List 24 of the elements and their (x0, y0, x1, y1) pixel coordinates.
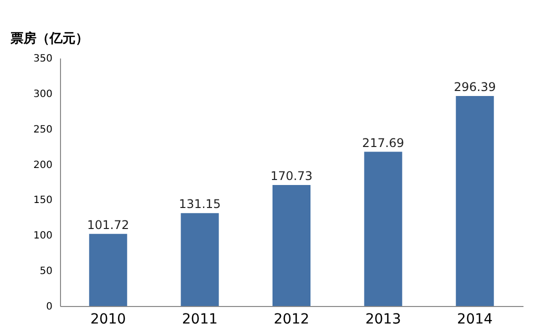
data-label: 217.69 (362, 136, 404, 150)
y-axis-title: 票房（亿元） (10, 30, 88, 46)
data-label: 131.15 (178, 197, 221, 212)
y-tick-label: 100 (33, 230, 52, 242)
y-tick-label: 150 (33, 195, 52, 206)
y-tick-label: 50 (40, 266, 52, 278)
x-tick-label: 2010 (90, 312, 126, 328)
bar (89, 234, 128, 306)
bar (456, 96, 494, 306)
data-label: 170.73 (270, 169, 312, 184)
y-tick-label: 0 (46, 302, 52, 312)
bar (180, 213, 219, 306)
y-tick-label: 200 (33, 160, 52, 171)
bar (272, 185, 310, 306)
x-tick-label: 2014 (457, 312, 493, 328)
bar (364, 152, 402, 306)
x-tick-label: 2012 (274, 312, 310, 328)
x-tick-label: 2013 (365, 312, 402, 328)
y-tick-label: 300 (33, 88, 52, 100)
y-tick-label: 350 (33, 54, 52, 64)
y-tick-label: 250 (33, 124, 52, 136)
data-label: 101.72 (87, 218, 130, 232)
x-tick-label: 2011 (182, 312, 218, 328)
data-label: 296.39 (454, 80, 496, 94)
